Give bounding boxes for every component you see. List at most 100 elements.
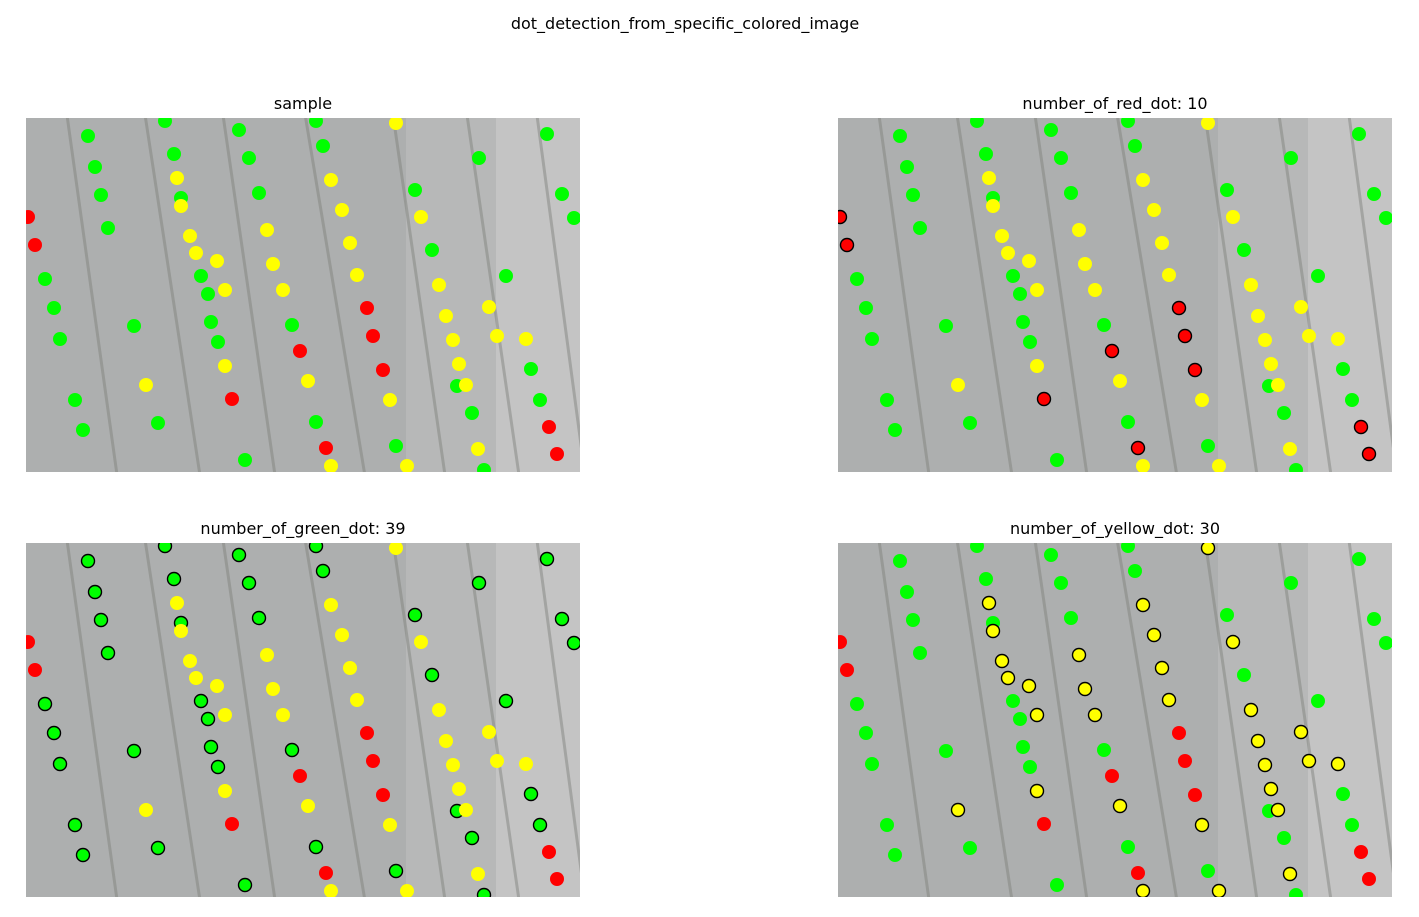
green-dot: [309, 118, 323, 128]
yellow-dot: [1263, 781, 1279, 797]
yellow-dot: [1161, 692, 1177, 708]
yellow-dot: [276, 708, 290, 722]
green-dot: [67, 817, 83, 833]
yellow-dot: [301, 799, 315, 813]
yellow-dot: [446, 333, 460, 347]
yellow-dot: [1264, 357, 1278, 371]
yellow-dot: [218, 784, 232, 798]
green-dot: [1121, 840, 1135, 854]
green-dot: [241, 575, 257, 591]
yellow-dot: [994, 653, 1010, 669]
red-dot: [293, 344, 307, 358]
ground-shade: [838, 543, 1392, 897]
green-dot: [1336, 362, 1350, 376]
green-dot: [1220, 183, 1234, 197]
green-dot: [893, 554, 907, 568]
green-dot: [88, 160, 102, 174]
green-dot: [425, 243, 439, 257]
green-dot: [498, 693, 514, 709]
yellow-dot: [1155, 236, 1169, 250]
green-dot: [309, 415, 323, 429]
crop-row-line: [1116, 118, 1178, 472]
green-dot: [1050, 453, 1064, 467]
red-dot: [550, 872, 564, 886]
green-dot: [1016, 740, 1030, 754]
yellow-dot: [1029, 783, 1045, 799]
green-dot: [464, 830, 480, 846]
green-dot: [888, 423, 902, 437]
red-dot: [1171, 300, 1187, 316]
yellow-dot: [1258, 333, 1272, 347]
green-dot: [38, 272, 52, 286]
green-dot: [1237, 668, 1251, 682]
green-dot: [906, 613, 920, 627]
green-dot: [900, 160, 914, 174]
yellow-dot: [389, 543, 403, 555]
red-dot: [225, 817, 239, 831]
yellow-dot: [471, 867, 485, 881]
green-dot: [979, 572, 993, 586]
crop-row-line: [304, 543, 366, 897]
yellow-dot: [335, 628, 349, 642]
ground-shade: [406, 543, 580, 897]
green-dot: [1345, 818, 1359, 832]
red-dot: [1178, 754, 1192, 768]
crop-row-line: [465, 543, 521, 897]
yellow-dot: [482, 725, 496, 739]
red-dot: [360, 301, 374, 315]
crop-row-line: [1116, 543, 1178, 897]
green-dot: [1367, 612, 1381, 626]
green-dot: [1284, 151, 1298, 165]
red-dot: [1172, 726, 1186, 740]
green-dot: [566, 635, 580, 651]
green-dot: [979, 147, 993, 161]
green-dot: [52, 756, 68, 772]
yellow-dot: [183, 654, 197, 668]
yellow-dot: [324, 459, 338, 472]
green-dot: [880, 818, 894, 832]
green-dot: [1044, 548, 1058, 562]
green-dot: [53, 332, 67, 346]
yellow-dot: [400, 459, 414, 472]
yellow-dot: [1243, 702, 1259, 718]
crop-row-line: [1033, 118, 1089, 472]
panel-green: number_of_green_dot: 39: [26, 519, 580, 897]
yellow-dot: [1330, 756, 1346, 772]
green-dot: [76, 423, 90, 437]
red-dot: [293, 769, 307, 783]
yellow-dot: [174, 624, 188, 638]
figure-title: dot_detection_from_specific_colored_imag…: [510, 14, 860, 33]
green-dot: [285, 318, 299, 332]
yellow-dot: [1022, 254, 1036, 268]
green-dot: [1379, 636, 1392, 650]
yellow-dot: [1000, 670, 1016, 686]
yellow-dot: [1154, 660, 1170, 676]
green-dot: [1121, 543, 1135, 553]
green-dot: [533, 393, 547, 407]
red-dot: [542, 420, 556, 434]
yellow-dot: [139, 803, 153, 817]
red-dot: [366, 329, 380, 343]
green-dot: [1345, 393, 1359, 407]
green-dot: [211, 335, 225, 349]
yellow-dot: [459, 378, 473, 392]
crop-row-line: [877, 118, 931, 472]
yellow-dot: [995, 229, 1009, 243]
green-dot: [913, 646, 927, 660]
green-dot: [315, 563, 331, 579]
green-dot: [1336, 787, 1350, 801]
ground-background: [838, 543, 1392, 897]
yellow-dot: [1112, 798, 1128, 814]
green-dot: [1006, 269, 1020, 283]
panel-red: number_of_red_dot: 10: [838, 94, 1392, 472]
green-dot: [1289, 888, 1303, 897]
green-dot: [158, 118, 172, 128]
green-detection-image: [26, 543, 580, 897]
yellow-dot: [452, 357, 466, 371]
crop-row-line: [221, 543, 277, 897]
yellow-dot: [335, 203, 349, 217]
green-dot: [1097, 318, 1111, 332]
green-dot: [1289, 463, 1303, 472]
green-dot: [127, 319, 141, 333]
yellow-dot: [439, 734, 453, 748]
